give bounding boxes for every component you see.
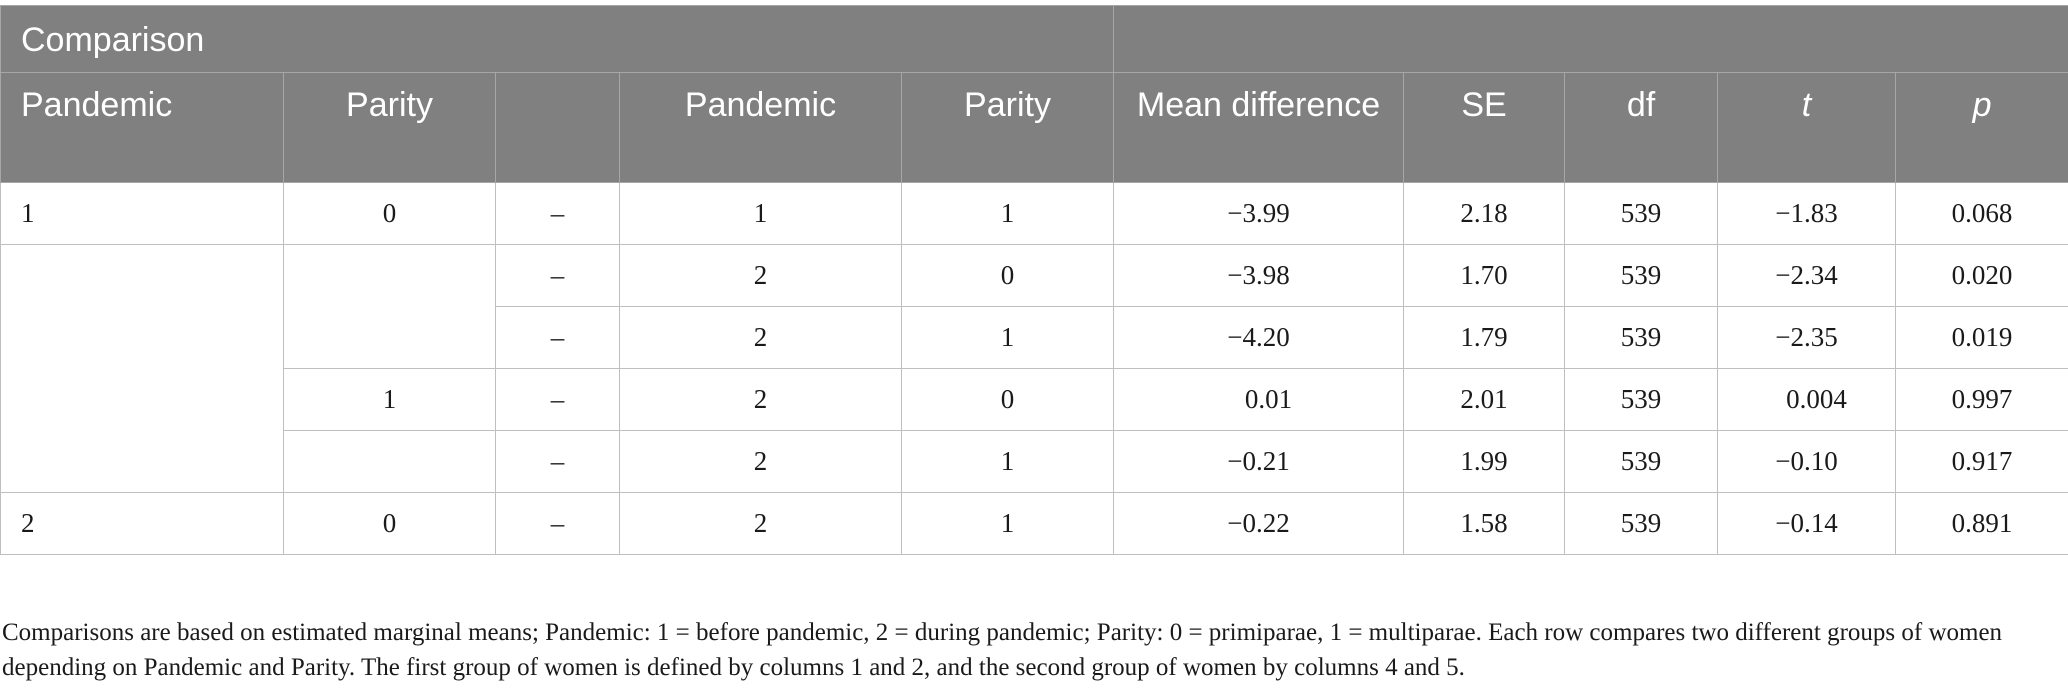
table-row: – 2 0 −3.98 1.70 539 −2.34 0.020 <box>0 244 2068 493</box>
cell-df: 539 <box>1564 492 1719 555</box>
cell-df: 539 <box>1564 368 1719 431</box>
cell-mean-difference: −3.99 <box>1113 182 1405 245</box>
cell-p: 0.997 <box>1895 368 2068 431</box>
cell-t: −0.14 <box>1717 492 1897 555</box>
cell-pandemic-1: 2 <box>0 492 284 555</box>
cell-parity-2: 1 <box>900 492 1115 555</box>
cell-df: 539 <box>1564 306 1719 369</box>
cell-pandemic-2: 2 <box>619 492 902 555</box>
column-header-t: t <box>1717 72 1897 183</box>
cell-pandemic-1 <box>0 244 284 493</box>
cell-separator: – <box>495 182 620 245</box>
comparison-table: Comparison Pandemic Parity Pandemic Pari… <box>0 5 2068 555</box>
cell-pandemic-2: 2 <box>619 244 902 307</box>
column-header-parity-2: Parity <box>900 72 1115 183</box>
cell-mean-difference: 0.01 <box>1113 368 1405 431</box>
cell-separator: – <box>495 244 620 307</box>
column-header-row: Pandemic Parity Pandemic Parity Mean dif… <box>0 72 2068 183</box>
cell-parity-2: 0 <box>900 368 1115 431</box>
column-header-mean-difference: Mean difference <box>1113 72 1405 183</box>
cell-separator: – <box>495 306 620 369</box>
cell-se: 1.99 <box>1403 430 1566 493</box>
group-header-blank <box>1113 5 2068 73</box>
cell-se: 2.01 <box>1403 368 1566 431</box>
table-row: 2 0 – 2 1 −0.22 1.58 539 −0.14 0.891 <box>0 492 2068 555</box>
table-row: – 2 1 −4.20 1.79 539 −2.35 0.019 <box>1 306 2068 369</box>
cell-parity-2: 1 <box>900 182 1115 245</box>
cell-pandemic-2: 2 <box>619 368 902 431</box>
cell-se: 2.18 <box>1403 182 1566 245</box>
cell-p: 0.068 <box>1895 182 2068 245</box>
cell-parity-1: 0 <box>283 182 496 245</box>
column-header-pandemic-2: Pandemic <box>619 72 902 183</box>
cell-se: 1.79 <box>1403 306 1566 369</box>
cell-mean-difference: −4.20 <box>1113 306 1405 369</box>
cell-p: 0.019 <box>1895 306 2068 369</box>
cell-p: 0.891 <box>1895 492 2068 555</box>
cell-t: −2.34 <box>1717 244 1897 307</box>
column-header-parity-1: Parity <box>283 72 496 183</box>
cell-parity-1 <box>283 244 496 369</box>
cell-se: 1.58 <box>1403 492 1566 555</box>
cell-mean-difference: −3.98 <box>1113 244 1405 307</box>
cell-t: −2.35 <box>1717 306 1897 369</box>
cell-separator: – <box>495 492 620 555</box>
group-header-row: Comparison <box>0 5 2068 73</box>
cell-df: 539 <box>1564 182 1719 245</box>
table-row: 1 – 2 0 0.01 2.01 539 0.004 0.997 <box>1 368 2068 431</box>
cell-mean-difference: −0.21 <box>1113 430 1405 493</box>
cell-separator: – <box>495 430 620 493</box>
cell-pandemic-1: 1 <box>0 182 284 245</box>
cell-parity-1: 0 <box>283 492 496 555</box>
column-header-p: p <box>1895 72 2068 183</box>
table-row: – 2 1 −0.21 1.99 539 −0.10 0.917 <box>1 430 2068 493</box>
table-footnote: Comparisons are based on estimated margi… <box>2 619 2003 681</box>
cell-t: −0.10 <box>1717 430 1897 493</box>
cell-parity-2: 0 <box>900 244 1115 307</box>
cell-pandemic-2: 2 <box>619 430 902 493</box>
cell-p: 0.020 <box>1895 244 2068 307</box>
cell-separator: – <box>495 368 620 431</box>
cell-pandemic-2: 2 <box>619 306 902 369</box>
column-header-se: SE <box>1403 72 1566 183</box>
cell-p: 0.917 <box>1895 430 2068 493</box>
column-header-df: df <box>1564 72 1719 183</box>
column-header-pandemic-1: Pandemic <box>0 72 284 183</box>
cell-se: 1.70 <box>1403 244 1566 307</box>
column-header-separator <box>495 72 620 183</box>
cell-mean-difference: −0.22 <box>1113 492 1405 555</box>
cell-parity-2: 1 <box>900 306 1115 369</box>
cell-parity-1 <box>283 430 496 493</box>
cell-df: 539 <box>1564 244 1719 307</box>
cell-pandemic-2: 1 <box>619 182 902 245</box>
cell-df: 539 <box>1564 430 1719 493</box>
cell-parity-2: 1 <box>900 430 1115 493</box>
table-row: 1 0 – 1 1 −3.99 2.18 539 −1.83 0.068 <box>0 182 2068 245</box>
cell-parity-1: 1 <box>283 368 496 431</box>
group-header-comparison: Comparison <box>0 5 1115 73</box>
cell-t: 0.004 <box>1717 368 1897 431</box>
cell-t: −1.83 <box>1717 182 1897 245</box>
